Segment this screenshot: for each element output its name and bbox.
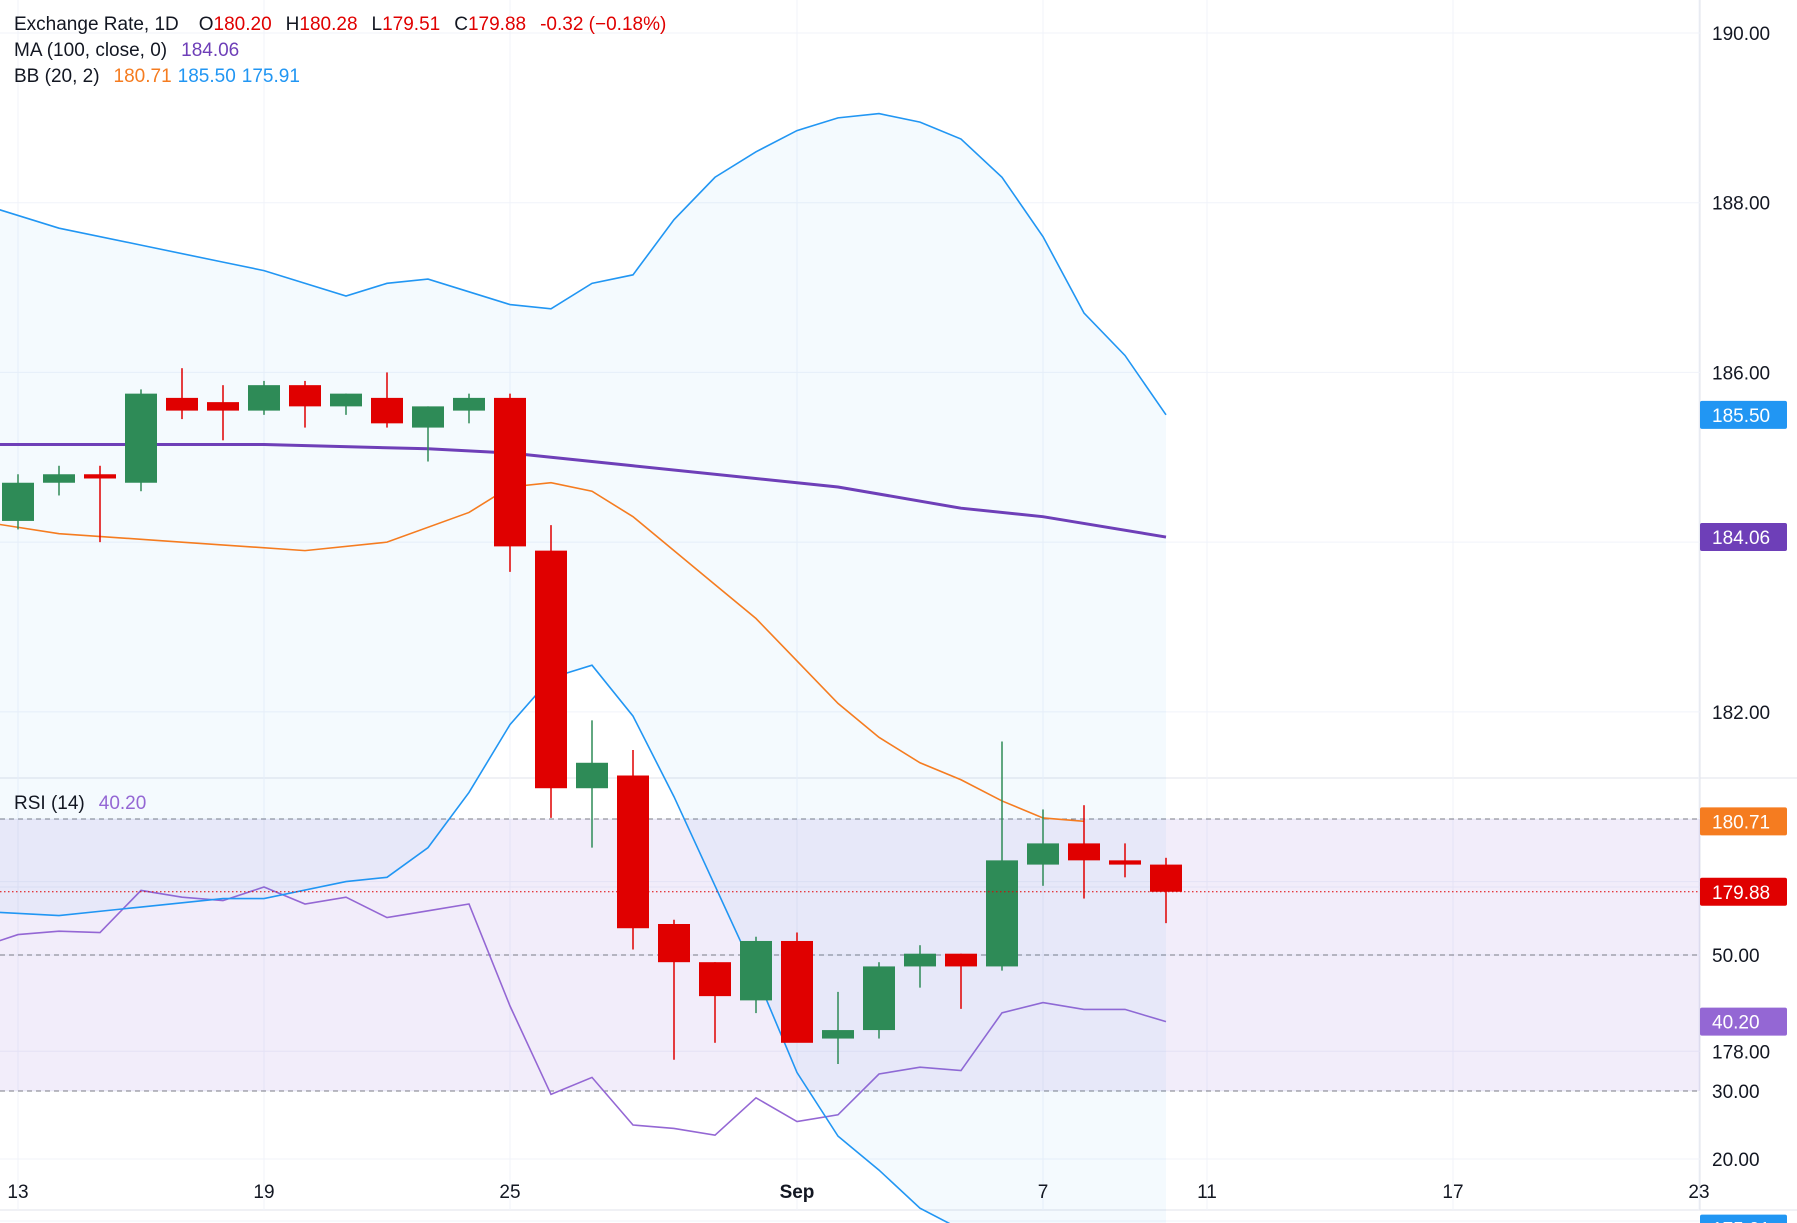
open-value: 180.20 (213, 14, 272, 35)
price-tag-label: 175.91 (1712, 1220, 1770, 1223)
price-tag-label: 184.06 (1712, 528, 1770, 549)
candle-body (166, 397, 198, 411)
candle-body (2, 482, 34, 521)
price-tick-label: 188.00 (1712, 194, 1770, 215)
time-tick-label: 17 (1442, 1182, 1463, 1203)
candle-body (125, 393, 157, 483)
candle-body (84, 474, 116, 479)
price-tick-label: 178.00 (1712, 1042, 1770, 1063)
candle-body (371, 397, 403, 424)
price-tag-label: 185.50 (1712, 406, 1770, 427)
candle-body (986, 860, 1018, 967)
symbol-title: Exchange Rate, 1D (14, 14, 179, 35)
ma-legend-row: MA (100, close, 0) 184.06 (14, 38, 672, 64)
axes: 190.00188.00186.00182.00178.0070.0060.00… (7, 24, 1787, 1223)
price-pane (0, 112, 1700, 1223)
rsi-tick-label: 30.00 (1712, 1082, 1760, 1103)
candle-body (945, 953, 977, 967)
ma100-line (0, 443, 1167, 539)
candle-body (1027, 843, 1059, 865)
candle-body (43, 474, 75, 483)
rsi-tick-label: 20.00 (1712, 1150, 1760, 1171)
candle-body (740, 940, 772, 1001)
low-label: L (371, 14, 383, 35)
ma-value: 184.06 (181, 40, 240, 61)
bb-upper-value: 185.50 (177, 66, 236, 87)
rsi-legend: RSI (14) 40.20 (14, 791, 152, 817)
candle-body (781, 940, 813, 1043)
candle-body (617, 775, 649, 929)
bb-mid-value: 180.71 (113, 66, 172, 87)
bb-lower-line (0, 664, 951, 1223)
candle-body (535, 550, 567, 789)
candle-body (207, 402, 239, 411)
price-tick-label: 182.00 (1712, 703, 1770, 724)
rsi-value: 40.20 (98, 793, 147, 814)
rsi-tick-label: 50.00 (1712, 946, 1760, 967)
close-label: C (454, 14, 468, 35)
candle-body (412, 406, 444, 428)
close-value: 179.88 (467, 14, 527, 35)
candle-body (699, 962, 731, 997)
candle-body (904, 953, 936, 967)
price-tag (1700, 400, 1787, 429)
ohlc-legend-row: Exchange Rate, 1D O180.20 H180.28 L179.51 C1… (14, 12, 672, 38)
rsi-tag-label: 40.20 (1712, 1013, 1760, 1034)
price-tag (1700, 1214, 1787, 1223)
price-tag (1700, 807, 1787, 836)
price-tag (1700, 523, 1787, 552)
rsi-pane (0, 818, 1700, 1137)
time-tick-label: 19 (253, 1182, 274, 1203)
time-tick-label: 11 (1197, 1182, 1217, 1203)
time-tick-label: 13 (7, 1182, 28, 1203)
rsi-line (0, 886, 1167, 1137)
candle-body (494, 397, 526, 547)
bb-legend-row: BB (20, 2) 180.71 185.50 175.91 (14, 64, 672, 90)
price-tag (1700, 877, 1787, 906)
candle-body (576, 762, 608, 789)
bb-upper-line (0, 112, 1167, 416)
candle-body (1068, 843, 1100, 861)
time-tick-label: 25 (499, 1182, 520, 1203)
bb-label: BB (20, 2) (14, 66, 100, 87)
candle-body (822, 1030, 854, 1039)
candle-body (248, 385, 280, 411)
candle-body (289, 385, 321, 407)
candle-body (1150, 864, 1182, 892)
candle-body (1109, 860, 1141, 865)
high-value: 180.28 (299, 14, 358, 35)
low-value: 179.51 (382, 14, 441, 35)
candle-body (330, 393, 362, 407)
main-legend: Exchange Rate, 1D O180.20 H180.28 L179.51 C1… (14, 12, 672, 90)
price-tag-label: 179.88 (1712, 883, 1770, 904)
time-tick-label: Sep (780, 1182, 815, 1203)
price-tag-label: 180.71 (1712, 812, 1770, 833)
bb-lower-value: 175.91 (241, 66, 300, 87)
ma-label: MA (100, close, 0) (14, 40, 168, 61)
candle-body (863, 966, 895, 1031)
candle-body (453, 397, 485, 411)
change-value: -0.32 (−0.18%) (540, 14, 667, 35)
time-tick-label: 7 (1038, 1182, 1049, 1203)
price-tick-label: 190.00 (1712, 24, 1770, 45)
price-tick-label: 186.00 (1712, 363, 1770, 384)
open-label: O (198, 14, 214, 35)
rsi-tag (1700, 1007, 1787, 1036)
rsi-label: RSI (14) (14, 793, 85, 814)
time-tick-label: 23 (1688, 1182, 1709, 1203)
high-label: H (285, 14, 300, 35)
candle-body (658, 924, 690, 963)
bb-basis-line (0, 481, 1085, 823)
